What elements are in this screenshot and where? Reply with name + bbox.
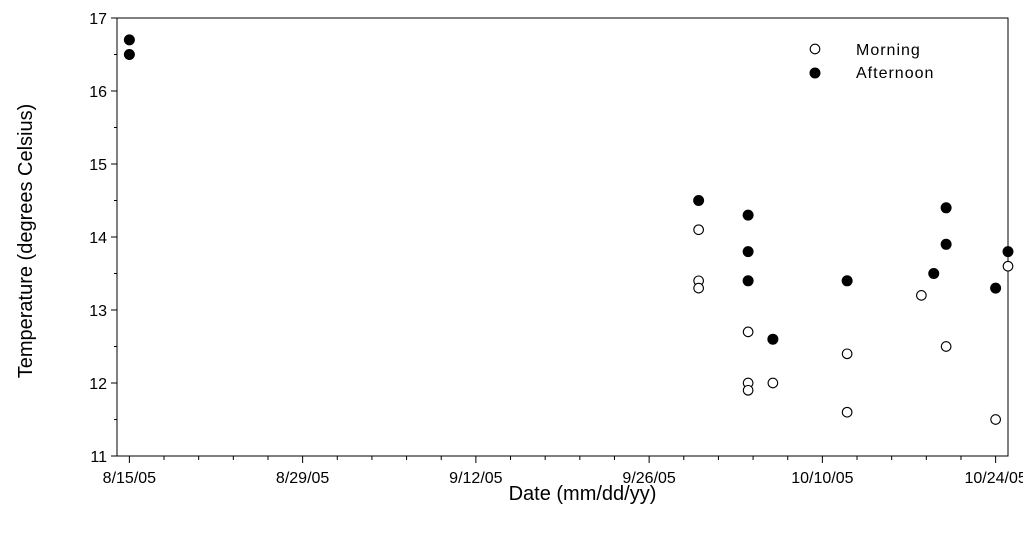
y-tick-label: 15 (89, 157, 107, 174)
x-tick-label: 10/10/05 (791, 470, 853, 487)
morning-point (1002, 260, 1014, 272)
afternoon-point (1002, 246, 1014, 258)
x-tick-label: 10/24/05 (964, 470, 1023, 487)
x-axis: 8/15/05 8/29/05 9/12/05 9/26/05 10/10/05 10/2… (103, 456, 1023, 487)
afternoon-point (742, 275, 754, 287)
morning-point (916, 290, 927, 301)
x-axis-title: Date (mm/dd/yy) (509, 483, 657, 505)
morning-point (693, 224, 704, 236)
plot-border (116, 17, 1009, 457)
y-tick-label: 11 (90, 449, 107, 466)
morning-point (742, 326, 754, 338)
afternoon-point (767, 333, 779, 345)
x-tick-label: 9/12/05 (449, 470, 502, 487)
y-tick-label: 17 (89, 11, 107, 28)
morning-point (742, 384, 754, 396)
afternoon-point (928, 268, 940, 279)
afternoon-point (940, 238, 952, 250)
afternoon-point (123, 49, 135, 60)
afternoon-point (990, 282, 1002, 294)
y-tick-label: 13 (89, 303, 107, 320)
afternoon-point (940, 202, 952, 214)
y-tick-label: 14 (89, 230, 107, 247)
x-tick-label: 8/29/05 (276, 470, 329, 487)
legend-afternoon-marker (809, 67, 821, 79)
morning-point (940, 341, 952, 352)
legend-morning-label: Morning (856, 42, 921, 59)
afternoon-point (123, 34, 135, 46)
afternoon-point (742, 209, 754, 221)
legend-morning-marker (809, 43, 821, 55)
y-tick-label: 16 (89, 84, 107, 101)
x-tick-label: 9/26/05 (622, 470, 675, 487)
morning-point (841, 406, 853, 418)
data-points (123, 34, 1014, 425)
y-axis-title: Temperature (degrees Celsius) (15, 104, 37, 379)
legend-afternoon-label: Afternoon (856, 65, 934, 82)
afternoon-point (742, 246, 754, 258)
legend: Morning Afternoon (809, 42, 934, 82)
x-tick-label: 8/15/05 (103, 470, 156, 487)
y-tick-label: 12 (89, 376, 107, 393)
afternoon-point (841, 275, 853, 287)
y-axis: 11 12 13 14 15 16 17 (89, 11, 117, 466)
morning-point (767, 377, 779, 389)
plot-frame (116, 17, 1009, 457)
morning-point (693, 282, 704, 294)
afternoon-point (693, 195, 705, 206)
morning-point (841, 348, 853, 360)
morning-point (990, 414, 1001, 425)
